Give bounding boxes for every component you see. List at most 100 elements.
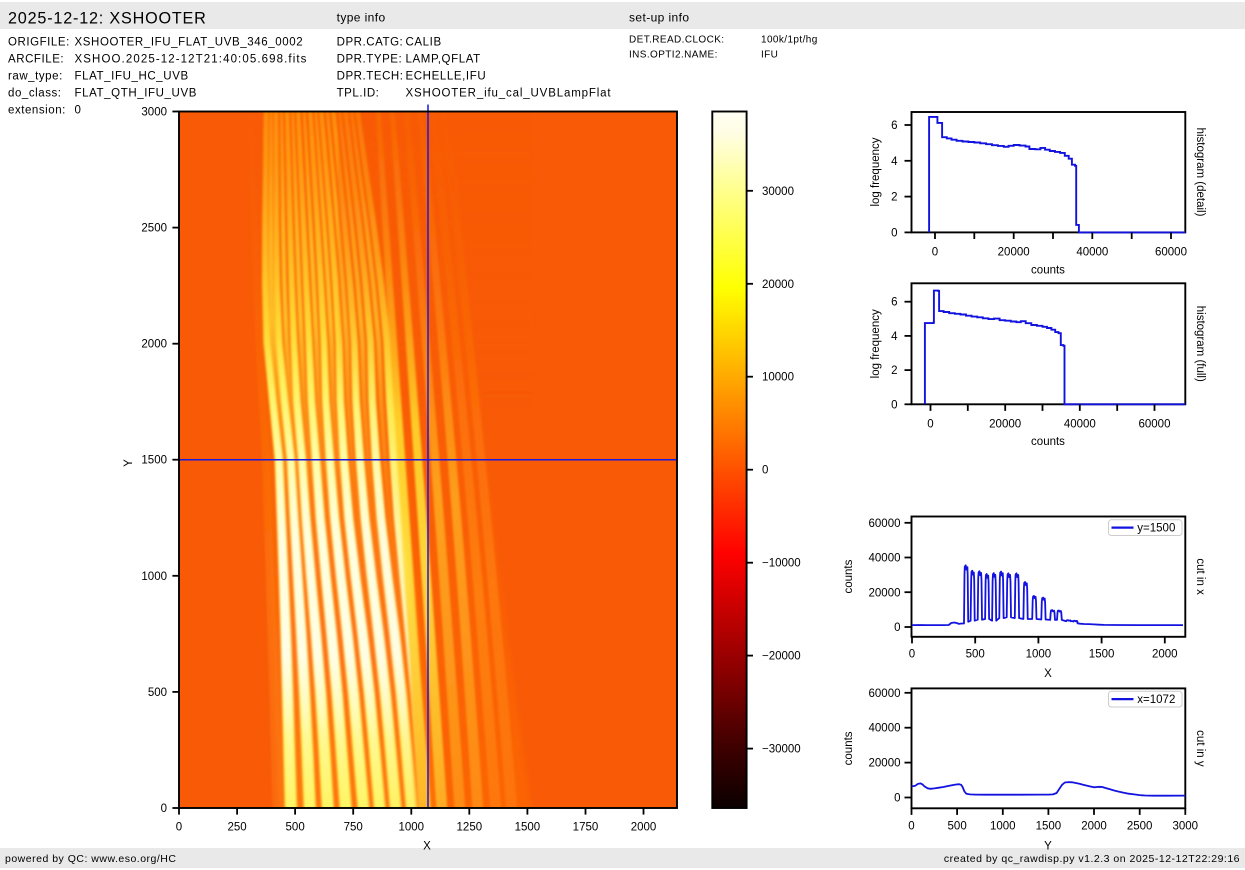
svg-text:CALIB: CALIB xyxy=(406,37,442,49)
svg-text:powered by QC: www.eso.org/HC: powered by QC: www.eso.org/HC xyxy=(5,853,176,865)
svg-text:1000: 1000 xyxy=(990,821,1016,833)
svg-text:1500: 1500 xyxy=(1089,649,1115,661)
svg-text:cut in y: cut in y xyxy=(1194,730,1206,767)
svg-text:40000: 40000 xyxy=(869,723,901,735)
svg-text:XSHOOTER_IFU_FLAT_UVB_346_0002: XSHOOTER_IFU_FLAT_UVB_346_0002 xyxy=(75,37,304,49)
svg-text:2: 2 xyxy=(891,192,897,204)
svg-text:20000: 20000 xyxy=(989,419,1021,431)
svg-text:created by qc_rawdisp.py v1.2.: created by qc_rawdisp.py v1.2.3 on 2025-… xyxy=(944,853,1240,865)
svg-text:FLAT_QTH_IFU_UVB: FLAT_QTH_IFU_UVB xyxy=(75,88,198,100)
svg-text:500: 500 xyxy=(966,649,985,661)
svg-text:10000: 10000 xyxy=(762,372,794,384)
svg-text:do_class:: do_class: xyxy=(8,88,62,100)
svg-text:250: 250 xyxy=(227,822,246,834)
svg-text:4: 4 xyxy=(891,156,898,168)
svg-text:TPL.ID:: TPL.ID: xyxy=(337,88,380,100)
svg-text:6: 6 xyxy=(891,120,897,132)
svg-text:XSHOO.2025-12-12T21:40:05.698.: XSHOO.2025-12-12T21:40:05.698.fits xyxy=(75,54,308,66)
svg-text:2000: 2000 xyxy=(141,339,167,351)
svg-text:ARCFILE:: ARCFILE: xyxy=(8,54,64,66)
svg-text:0: 0 xyxy=(927,419,933,431)
svg-text:6: 6 xyxy=(891,297,897,309)
svg-text:0: 0 xyxy=(932,247,938,259)
svg-text:1500: 1500 xyxy=(515,822,541,834)
svg-text:4: 4 xyxy=(891,331,898,343)
svg-text:0: 0 xyxy=(161,803,167,815)
svg-text:−20000: −20000 xyxy=(762,651,801,663)
svg-text:100k/1pt/hg: 100k/1pt/hg xyxy=(761,35,818,46)
svg-text:counts: counts xyxy=(843,731,855,765)
svg-text:0: 0 xyxy=(176,822,182,834)
svg-text:LAMP,QFLAT: LAMP,QFLAT xyxy=(406,54,481,66)
svg-text:750: 750 xyxy=(344,822,363,834)
svg-text:ORIGFILE:: ORIGFILE: xyxy=(8,37,70,49)
svg-text:1250: 1250 xyxy=(457,822,483,834)
svg-text:X: X xyxy=(423,841,431,853)
svg-text:2025-12-12: XSHOOTER: 2025-12-12: XSHOOTER xyxy=(8,10,207,28)
svg-text:60000: 60000 xyxy=(1138,419,1170,431)
svg-text:30000: 30000 xyxy=(762,186,794,198)
svg-text:1000: 1000 xyxy=(141,571,167,583)
svg-text:FLAT_IFU_HC_UVB: FLAT_IFU_HC_UVB xyxy=(75,71,189,83)
svg-text:500: 500 xyxy=(148,687,167,699)
svg-text:20000: 20000 xyxy=(762,279,794,291)
svg-text:40000: 40000 xyxy=(869,553,901,565)
svg-text:Y: Y xyxy=(1044,841,1052,853)
svg-text:2000: 2000 xyxy=(1152,649,1178,661)
svg-text:40000: 40000 xyxy=(1064,419,1096,431)
svg-text:1500: 1500 xyxy=(1036,821,1062,833)
svg-text:log frequency: log frequency xyxy=(870,309,882,378)
svg-text:0: 0 xyxy=(908,821,914,833)
svg-text:0: 0 xyxy=(75,105,82,117)
svg-text:60000: 60000 xyxy=(1155,247,1187,259)
svg-text:0: 0 xyxy=(891,227,897,239)
svg-text:40000: 40000 xyxy=(1076,247,1108,259)
svg-text:DET.READ.CLOCK:: DET.READ.CLOCK: xyxy=(629,35,724,46)
svg-text:2500: 2500 xyxy=(141,223,167,235)
svg-text:2500: 2500 xyxy=(1127,821,1153,833)
svg-text:1500: 1500 xyxy=(141,455,167,467)
svg-text:3000: 3000 xyxy=(1173,821,1199,833)
svg-text:raw_type:: raw_type: xyxy=(8,71,63,83)
svg-text:x=1072: x=1072 xyxy=(1137,694,1175,706)
svg-text:X: X xyxy=(1044,668,1052,680)
svg-text:0: 0 xyxy=(909,649,915,661)
svg-text:1000: 1000 xyxy=(1026,649,1052,661)
svg-text:DPR.TYPE:: DPR.TYPE: xyxy=(337,54,403,66)
svg-text:0: 0 xyxy=(894,793,900,805)
svg-text:60000: 60000 xyxy=(869,688,901,700)
svg-text:Y: Y xyxy=(123,459,135,467)
svg-text:500: 500 xyxy=(286,822,305,834)
svg-text:type info: type info xyxy=(337,11,386,25)
svg-text:2000: 2000 xyxy=(631,822,657,834)
svg-text:1000: 1000 xyxy=(398,822,424,834)
svg-text:−10000: −10000 xyxy=(762,558,801,570)
svg-text:counts: counts xyxy=(843,559,855,593)
svg-text:DPR.CATG:: DPR.CATG: xyxy=(337,37,404,49)
svg-text:histogram (full): histogram (full) xyxy=(1194,306,1206,382)
svg-text:set-up info: set-up info xyxy=(629,11,689,25)
svg-text:60000: 60000 xyxy=(869,518,901,530)
svg-text:IFU: IFU xyxy=(761,49,778,60)
svg-text:20000: 20000 xyxy=(869,587,901,599)
svg-text:cut in x: cut in x xyxy=(1194,558,1206,595)
svg-text:y=1500: y=1500 xyxy=(1137,523,1175,535)
svg-text:ECHELLE,IFU: ECHELLE,IFU xyxy=(406,71,487,83)
svg-text:1750: 1750 xyxy=(573,822,599,834)
svg-text:3000: 3000 xyxy=(141,106,167,118)
svg-text:INS.OPTI2.NAME:: INS.OPTI2.NAME: xyxy=(629,49,718,60)
svg-text:counts: counts xyxy=(1031,436,1065,448)
svg-text:0: 0 xyxy=(891,399,897,411)
svg-text:histogram (detail): histogram (detail) xyxy=(1194,128,1206,217)
svg-text:log frequency: log frequency xyxy=(870,137,882,206)
svg-text:−30000: −30000 xyxy=(762,744,801,756)
svg-text:0: 0 xyxy=(894,622,900,634)
svg-text:extension:: extension: xyxy=(8,105,66,117)
svg-text:20000: 20000 xyxy=(998,247,1030,259)
svg-text:DPR.TECH:: DPR.TECH: xyxy=(337,71,404,83)
svg-text:500: 500 xyxy=(948,821,967,833)
svg-text:XSHOOTER_ifu_cal_UVBLampFlat: XSHOOTER_ifu_cal_UVBLampFlat xyxy=(406,88,612,100)
svg-text:counts: counts xyxy=(1031,265,1065,277)
svg-text:0: 0 xyxy=(762,465,768,477)
svg-text:20000: 20000 xyxy=(869,758,901,770)
